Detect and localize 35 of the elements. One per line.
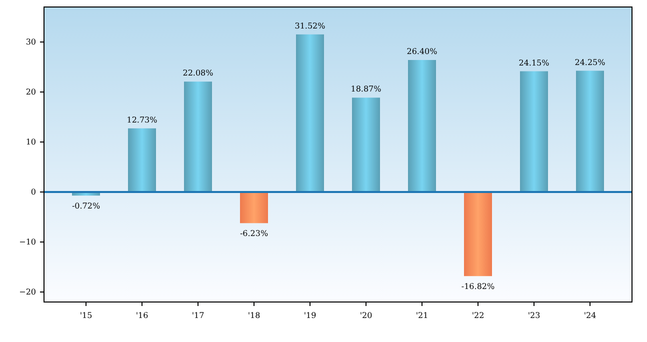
data-label: -16.82%: [461, 282, 495, 292]
x-tick-label: '19: [304, 311, 316, 320]
x-tick-label: '16: [136, 311, 148, 320]
data-label: -6.23%: [240, 229, 268, 238]
y-tick-label: −20: [19, 288, 36, 297]
data-label: 22.08%: [182, 68, 214, 78]
x-tick-label: '21: [416, 311, 428, 320]
data-label: 24.15%: [518, 58, 550, 68]
data-label: 18.87%: [350, 84, 382, 94]
bar: [576, 70, 604, 192]
x-tick-label: '24: [584, 311, 596, 320]
y-tick-label: 30: [26, 38, 36, 47]
bar: [240, 192, 268, 224]
bar: [128, 128, 156, 192]
bar: [408, 60, 436, 192]
data-label: -0.72%: [72, 202, 100, 211]
data-label: 24.25%: [574, 58, 606, 67]
y-tick-label: 10: [26, 138, 36, 147]
x-tick-label: '18: [248, 311, 260, 320]
x-tick-label: '22: [472, 311, 484, 320]
x-tick-label: '23: [528, 311, 540, 320]
data-label: 31.52%: [294, 21, 326, 30]
x-tick-label: '15: [80, 311, 92, 320]
x-tick-label: '20: [360, 311, 372, 320]
x-tick-label: '17: [192, 311, 204, 320]
y-tick-label: 20: [26, 88, 36, 97]
bar: [296, 34, 324, 192]
data-label: 12.73%: [126, 115, 158, 124]
bar: [520, 71, 548, 192]
bar: [352, 98, 380, 192]
bar: [464, 192, 492, 276]
bar: [184, 82, 212, 192]
y-tick-label: −10: [19, 238, 36, 247]
data-label: 26.40%: [406, 47, 438, 56]
y-tick-label: 0: [30, 188, 36, 197]
